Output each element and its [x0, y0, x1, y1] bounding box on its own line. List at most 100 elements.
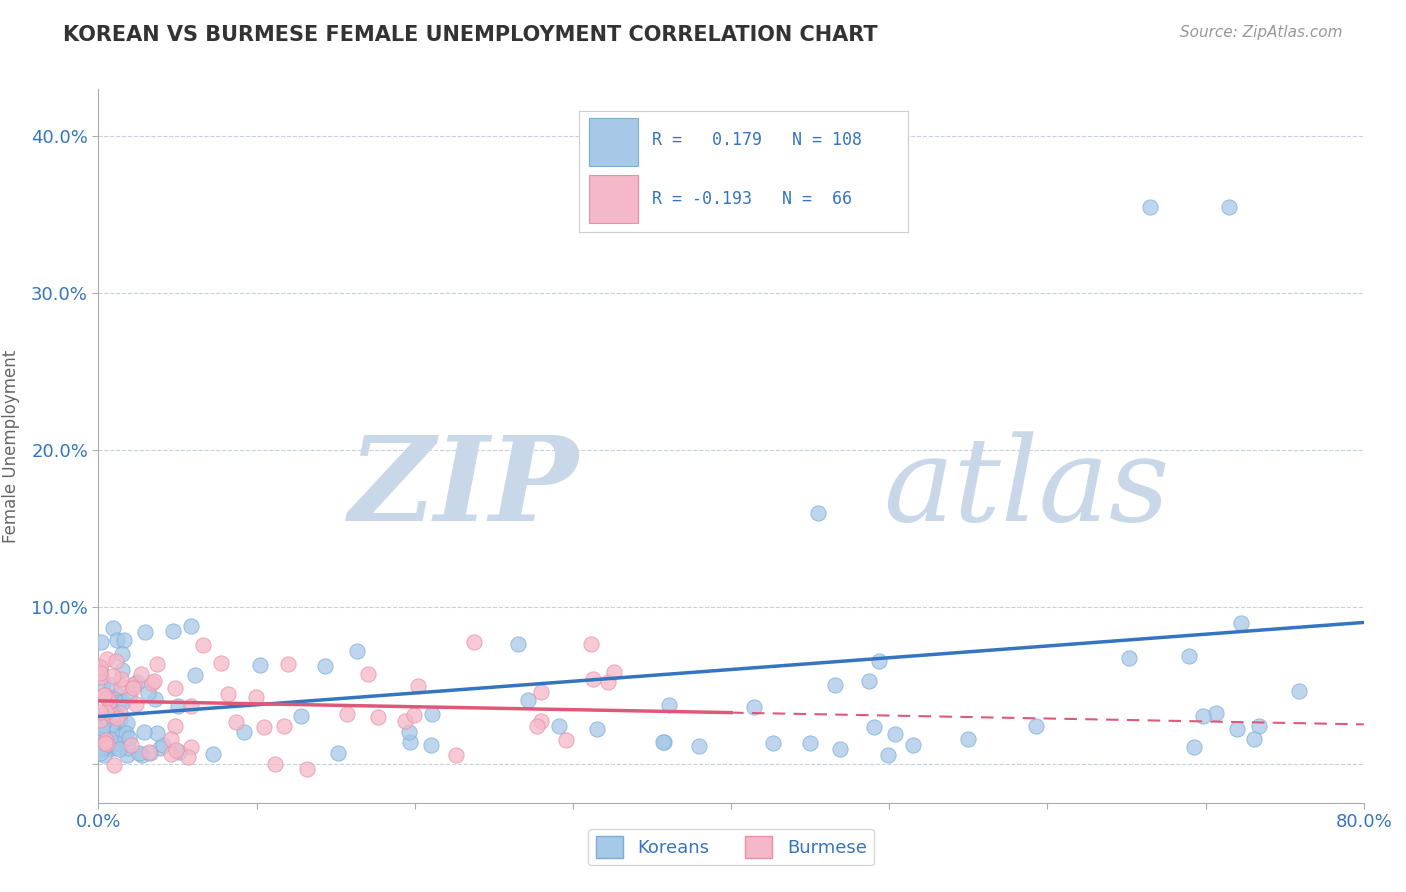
Point — [402, 707, 425, 722]
Point — [884, 727, 907, 741]
Point — [91, 718, 114, 732]
Point — [877, 747, 900, 762]
Point — [166, 698, 188, 713]
Point — [93, 688, 115, 702]
Point — [1243, 731, 1265, 746]
Point — [129, 666, 152, 681]
Point — [103, 758, 125, 772]
Point — [105, 714, 128, 729]
Point — [91, 677, 114, 691]
Point — [132, 725, 155, 739]
Point — [463, 635, 485, 649]
Point — [658, 698, 681, 712]
Point — [249, 658, 271, 673]
Point — [582, 672, 605, 686]
Point — [554, 732, 576, 747]
Point — [139, 747, 162, 761]
Point — [134, 625, 156, 640]
Point — [131, 747, 153, 762]
Point — [110, 672, 132, 686]
Point — [863, 720, 886, 734]
Point — [420, 739, 443, 753]
Point — [125, 697, 148, 711]
Point — [152, 738, 174, 752]
Point — [314, 659, 336, 673]
Point — [868, 654, 890, 668]
Point — [191, 638, 214, 652]
Point — [184, 668, 207, 682]
Text: ZIP: ZIP — [349, 432, 579, 546]
Point — [98, 732, 121, 747]
Point — [90, 729, 112, 743]
Point — [111, 694, 134, 708]
Point — [120, 738, 142, 752]
Point — [89, 705, 111, 719]
Point — [89, 713, 111, 727]
Point — [688, 739, 710, 753]
Point — [346, 643, 368, 657]
Point — [1229, 616, 1251, 631]
Point — [108, 742, 131, 756]
Point — [245, 690, 267, 704]
Point — [367, 710, 389, 724]
Point — [598, 675, 620, 690]
Point — [112, 725, 135, 739]
Point — [901, 739, 924, 753]
Point — [328, 746, 350, 760]
Point — [807, 506, 830, 520]
Point — [146, 657, 169, 671]
Point — [858, 674, 880, 689]
Point — [89, 666, 111, 681]
Point — [90, 721, 112, 735]
Point — [1177, 649, 1199, 664]
Point — [89, 732, 111, 747]
Point — [202, 747, 225, 761]
Point — [1247, 719, 1270, 733]
Point — [96, 735, 118, 749]
Point — [114, 725, 136, 739]
Point — [89, 742, 111, 756]
Legend: Koreans, Burmese: Koreans, Burmese — [588, 829, 875, 865]
Point — [122, 681, 145, 695]
Point — [100, 717, 122, 731]
Text: KOREAN VS BURMESE FEMALE UNEMPLOYMENT CORRELATION CHART: KOREAN VS BURMESE FEMALE UNEMPLOYMENT CO… — [63, 25, 877, 45]
Point — [586, 722, 609, 736]
Point — [125, 675, 148, 690]
Point — [90, 634, 112, 648]
Text: atlas: atlas — [883, 432, 1170, 546]
Point — [103, 690, 125, 705]
Point — [508, 637, 530, 651]
Point — [232, 725, 254, 739]
Point — [96, 737, 118, 751]
Point — [180, 619, 202, 633]
Point — [100, 708, 122, 723]
Point — [117, 715, 139, 730]
Point — [225, 714, 247, 729]
Y-axis label: Female Unemployment: Female Unemployment — [1, 350, 20, 542]
Point — [89, 735, 111, 749]
Point — [579, 637, 602, 651]
Point — [828, 742, 851, 756]
Point — [121, 680, 143, 694]
Point — [89, 669, 111, 683]
Point — [1118, 651, 1140, 665]
Point — [93, 740, 115, 755]
Point — [290, 709, 312, 723]
Point — [105, 729, 128, 743]
Point — [89, 660, 111, 674]
Point — [143, 691, 166, 706]
Point — [108, 695, 131, 709]
Point — [762, 736, 785, 750]
Point — [94, 739, 117, 753]
Point — [420, 706, 443, 721]
Point — [97, 694, 120, 708]
Point — [100, 703, 122, 717]
Point — [1205, 706, 1227, 720]
Point — [956, 731, 979, 746]
Point — [93, 748, 115, 763]
Point — [603, 665, 626, 680]
Point — [96, 690, 118, 705]
Point — [162, 624, 184, 639]
Point — [263, 757, 285, 772]
Point — [547, 719, 569, 733]
